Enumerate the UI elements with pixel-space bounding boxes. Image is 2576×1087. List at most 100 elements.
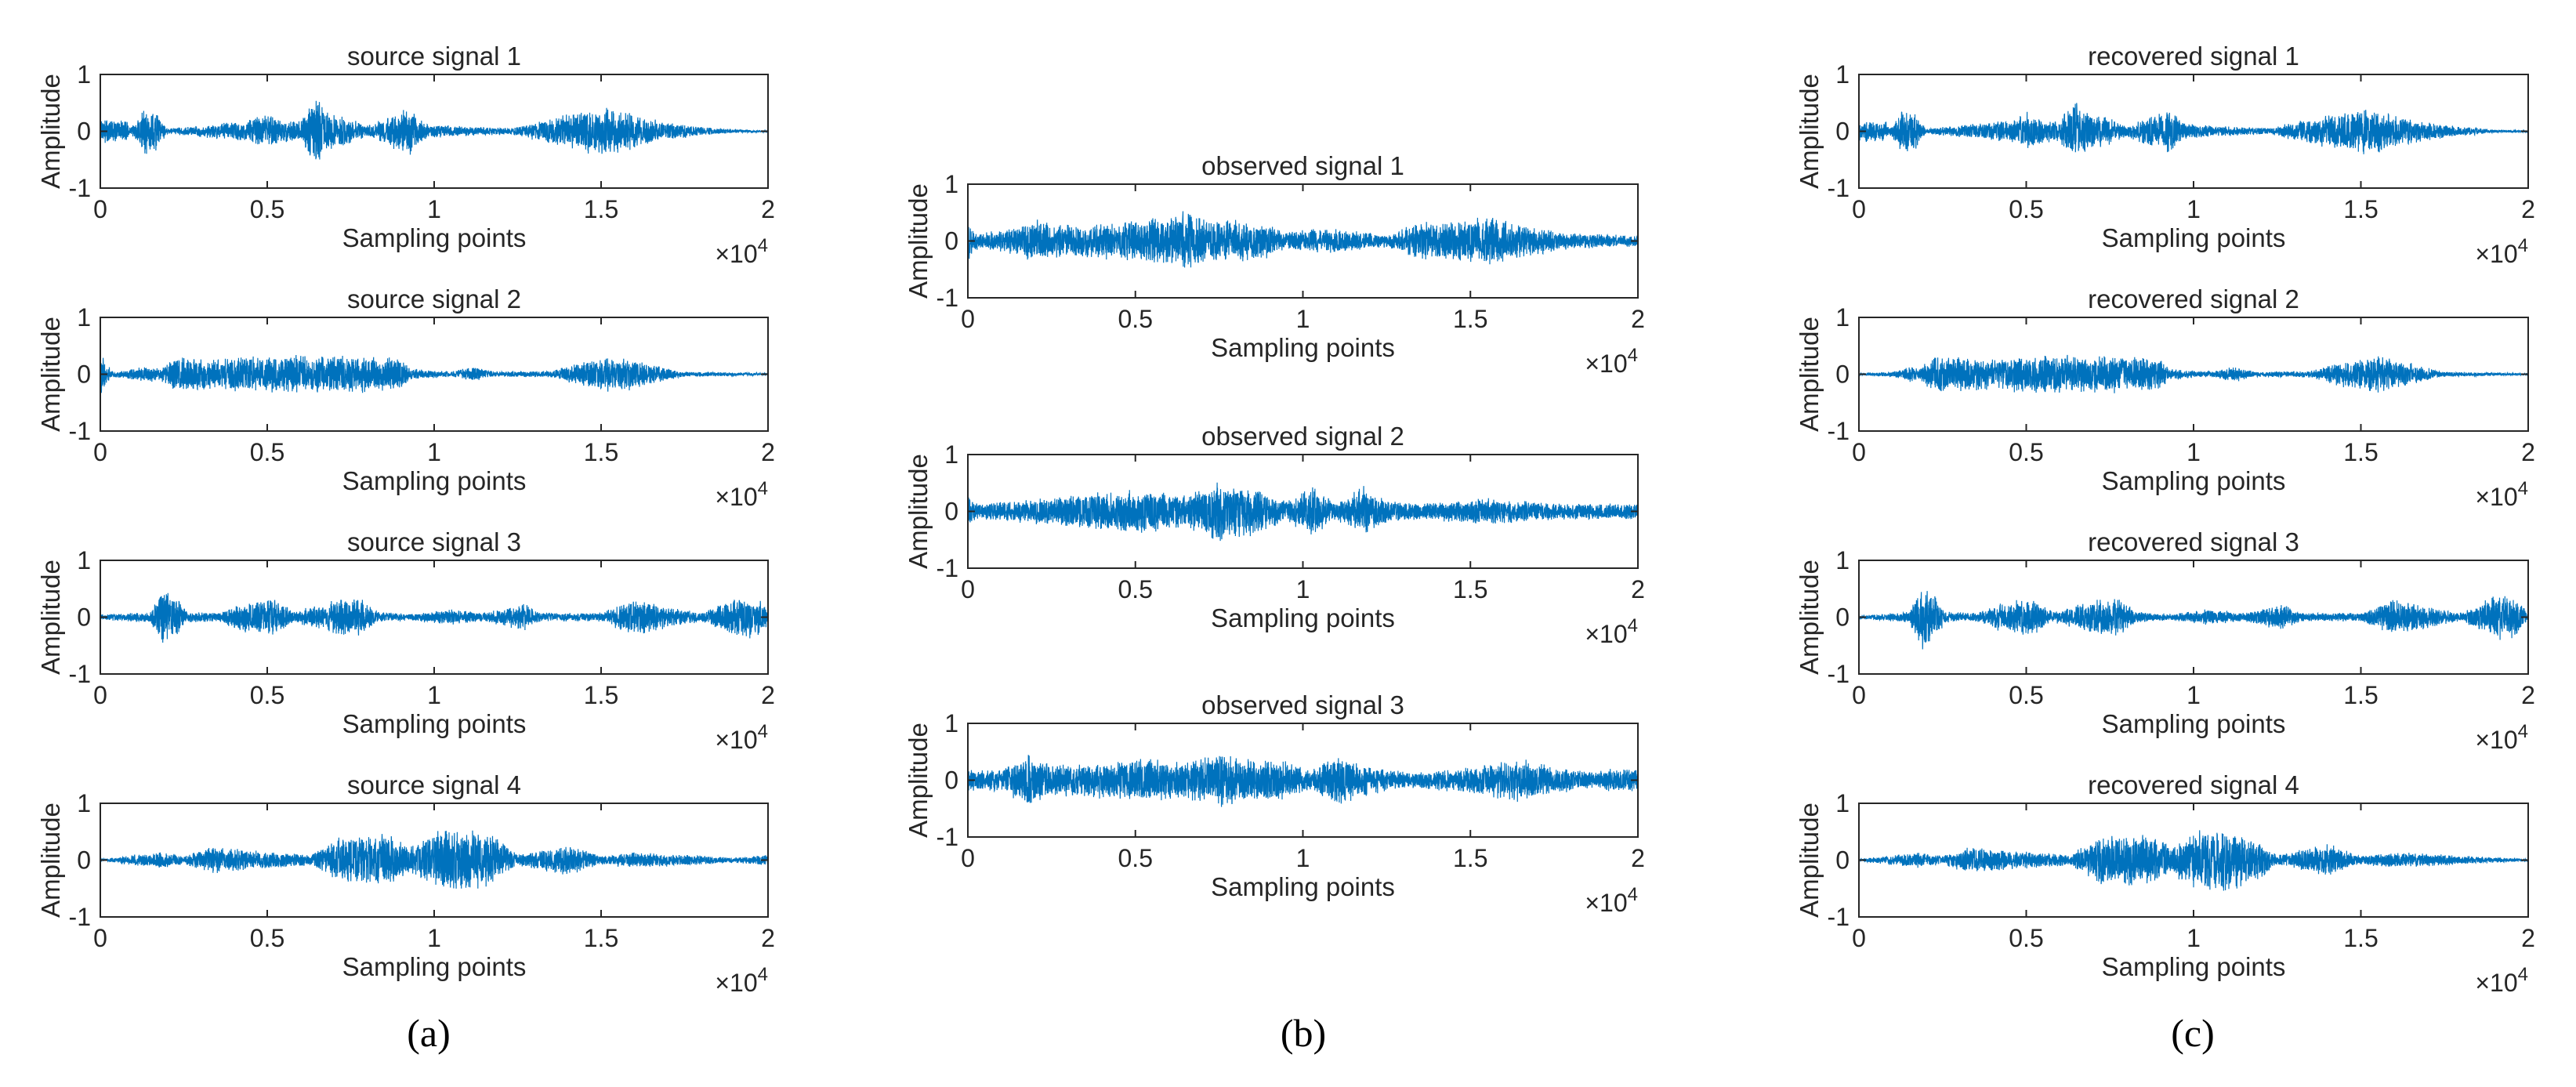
y-tick-label: -1 xyxy=(937,823,958,851)
y-tick-label: -1 xyxy=(1828,174,1850,202)
x-tick-label: 1.5 xyxy=(584,438,618,466)
x-tick-label: 0 xyxy=(1852,195,1866,223)
x-axis-label: Sampling points xyxy=(342,952,527,981)
x-tick-label: 1 xyxy=(427,438,441,466)
y-axis-label: Amplitude xyxy=(36,317,65,432)
x-tick-label: 0 xyxy=(1852,438,1866,466)
y-tick-label: 0 xyxy=(77,361,91,389)
x-tick-label: 1 xyxy=(427,681,441,709)
y-tick-label: -1 xyxy=(69,417,91,445)
x-tick-label: 1.5 xyxy=(2343,681,2378,709)
x-tick-label: 1 xyxy=(2187,924,2201,952)
x-tick-label: 0 xyxy=(961,305,975,333)
x-tick-label: 2 xyxy=(761,438,775,466)
caption-a: (a) xyxy=(407,1011,451,1055)
x-tick-label: 1.5 xyxy=(1453,305,1487,333)
x-tick-label: 1.5 xyxy=(2343,438,2378,466)
y-tick-label: 1 xyxy=(1835,546,1850,574)
x-tick-label: 0.5 xyxy=(1118,305,1153,333)
x-multiplier-base: ×10 xyxy=(715,240,757,268)
y-tick-label: 0 xyxy=(944,766,958,795)
x-tick-label: 0 xyxy=(93,195,107,223)
x-tick-label: 0.5 xyxy=(250,681,284,709)
x-tick-label: 0.5 xyxy=(2009,438,2043,466)
y-tick-label: 0 xyxy=(1835,603,1850,632)
x-tick-label: 1 xyxy=(1296,305,1310,333)
x-tick-label: 2 xyxy=(1631,575,1645,603)
y-tick-label: 1 xyxy=(944,709,958,737)
y-tick-label: -1 xyxy=(937,554,958,582)
x-tick-label: 2 xyxy=(2521,681,2535,709)
signal-trace xyxy=(967,211,1639,268)
y-tick-label: 1 xyxy=(1835,789,1850,817)
y-axis-label: Amplitude xyxy=(1795,74,1824,189)
subplot-title: observed signal 2 xyxy=(1201,422,1404,451)
x-tick-label: 2 xyxy=(2521,195,2535,223)
subplot-title: recovered signal 1 xyxy=(2088,42,2299,71)
x-tick-label: 1 xyxy=(2187,681,2201,709)
x-multiplier-base: ×10 xyxy=(1585,350,1627,378)
x-tick-label: 0.5 xyxy=(2009,681,2043,709)
panel-captions: (a) (b) (c) xyxy=(407,1011,2215,1055)
x-tick-label: 0.5 xyxy=(250,195,284,223)
x-axis-label: Sampling points xyxy=(342,466,527,495)
y-tick-label: -1 xyxy=(69,660,91,688)
x-multiplier-exponent: 4 xyxy=(758,964,768,985)
y-axis-label: Amplitude xyxy=(1795,317,1824,432)
x-multiplier-exponent: 4 xyxy=(758,478,768,499)
y-axis-label: Amplitude xyxy=(904,723,933,838)
y-tick-label: 1 xyxy=(944,440,958,469)
x-multiplier-exponent: 4 xyxy=(1628,615,1638,636)
x-tick-label: 0.5 xyxy=(2009,924,2043,952)
x-axis-label: Sampling points xyxy=(2102,223,2286,252)
y-axis-label: Amplitude xyxy=(36,803,65,918)
y-axis-label: Amplitude xyxy=(36,560,65,675)
x-tick-label: 1.5 xyxy=(1453,575,1487,603)
x-multiplier-base: ×10 xyxy=(1585,620,1627,648)
y-tick-label: 0 xyxy=(944,498,958,526)
x-multiplier-exponent: 4 xyxy=(758,235,768,256)
x-multiplier: ×104 xyxy=(715,964,768,997)
x-tick-label: 1 xyxy=(427,195,441,223)
x-tick-label: 1 xyxy=(2187,438,2201,466)
signal-trace xyxy=(1858,103,2529,154)
x-multiplier: ×104 xyxy=(1585,345,1638,378)
signal-trace xyxy=(100,830,769,889)
x-tick-label: 1.5 xyxy=(584,195,618,223)
x-tick-label: 0 xyxy=(961,844,975,872)
y-axis-label: Amplitude xyxy=(1795,560,1824,675)
x-tick-label: 2 xyxy=(761,924,775,952)
signal-trace xyxy=(1858,591,2529,650)
x-multiplier: ×104 xyxy=(715,235,768,268)
x-multiplier: ×104 xyxy=(1585,884,1638,917)
y-tick-label: 0 xyxy=(1835,118,1850,146)
x-tick-label: 0.5 xyxy=(250,438,284,466)
x-axis-label: Sampling points xyxy=(1211,872,1395,901)
y-tick-label: 0 xyxy=(944,227,958,255)
x-multiplier: ×104 xyxy=(715,721,768,754)
y-tick-label: 1 xyxy=(77,546,91,574)
caption-c: (c) xyxy=(2171,1011,2215,1055)
y-tick-label: 0 xyxy=(77,118,91,146)
x-multiplier-exponent: 4 xyxy=(1628,884,1638,905)
x-tick-label: 2 xyxy=(2521,438,2535,466)
y-axis-label: Amplitude xyxy=(904,183,933,299)
y-tick-label: 0 xyxy=(1835,361,1850,389)
y-tick-label: 1 xyxy=(77,789,91,817)
x-tick-label: 0 xyxy=(1852,681,1866,709)
x-axis-label: Sampling points xyxy=(1211,333,1395,362)
x-multiplier: ×104 xyxy=(2475,235,2528,268)
x-tick-label: 2 xyxy=(1631,844,1645,872)
y-tick-label: 0 xyxy=(1835,846,1850,875)
x-multiplier: ×104 xyxy=(1585,615,1638,648)
x-multiplier-base: ×10 xyxy=(2475,726,2517,754)
